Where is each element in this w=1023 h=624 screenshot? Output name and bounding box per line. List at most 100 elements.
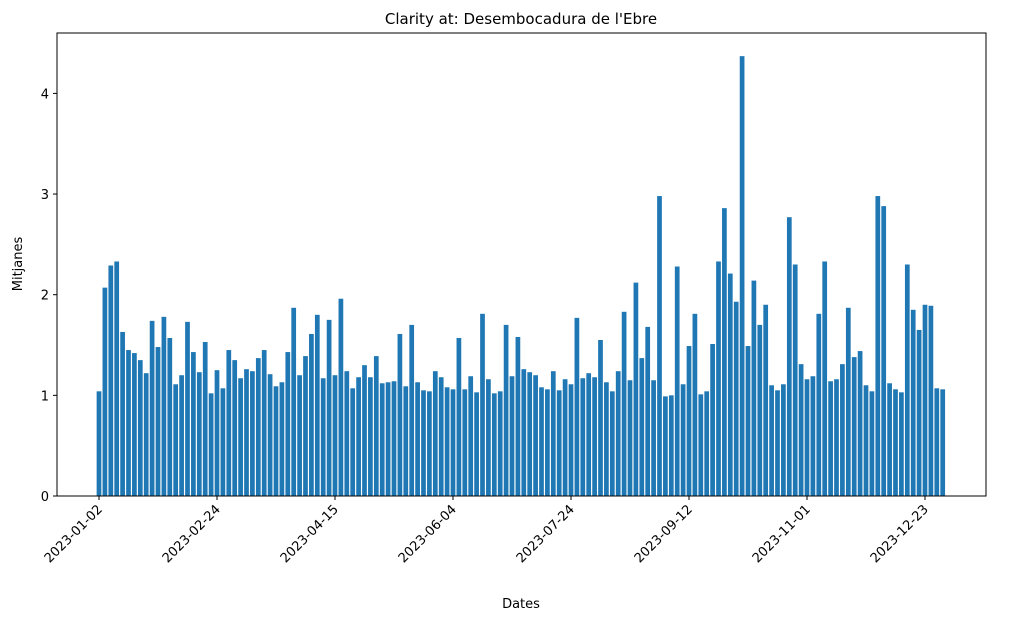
bar bbox=[338, 298, 344, 496]
bar bbox=[450, 389, 456, 496]
bar bbox=[137, 360, 143, 496]
bar bbox=[232, 360, 238, 496]
bar bbox=[934, 388, 940, 496]
bar bbox=[261, 350, 267, 496]
bar bbox=[486, 379, 491, 496]
bar bbox=[710, 344, 715, 496]
bar bbox=[769, 385, 774, 496]
bar bbox=[804, 379, 810, 496]
bar bbox=[739, 56, 745, 497]
bar bbox=[120, 331, 125, 496]
bar bbox=[562, 379, 568, 496]
plot-frame bbox=[56, 32, 987, 497]
bar bbox=[645, 326, 651, 496]
bar bbox=[255, 358, 261, 496]
bar bbox=[421, 390, 426, 496]
x-tick-label: 2023-12-23 bbox=[868, 502, 932, 566]
bar bbox=[586, 373, 592, 496]
bar bbox=[102, 287, 108, 496]
y-tick-label: 0 bbox=[41, 490, 49, 505]
bar bbox=[96, 391, 102, 496]
bar bbox=[432, 371, 438, 496]
bar bbox=[362, 365, 367, 496]
bar bbox=[267, 374, 273, 496]
bar bbox=[373, 356, 379, 496]
bar bbox=[910, 309, 916, 496]
bar bbox=[539, 387, 544, 496]
bar bbox=[391, 381, 397, 496]
bar bbox=[285, 352, 291, 496]
bar bbox=[580, 378, 586, 496]
bar bbox=[604, 382, 609, 496]
bar bbox=[727, 273, 733, 496]
bar bbox=[456, 337, 462, 496]
bar bbox=[273, 386, 279, 496]
bar bbox=[126, 350, 131, 496]
bar bbox=[781, 384, 786, 496]
bar bbox=[621, 311, 627, 496]
bar bbox=[468, 376, 474, 496]
bar bbox=[438, 377, 444, 496]
bar bbox=[745, 346, 751, 496]
bar bbox=[238, 378, 243, 496]
bar bbox=[863, 385, 869, 496]
bar bbox=[462, 389, 468, 496]
bar bbox=[480, 313, 485, 496]
bar bbox=[291, 307, 297, 496]
bar bbox=[556, 390, 562, 496]
bar bbox=[220, 388, 226, 496]
bar bbox=[899, 392, 904, 496]
bar bbox=[922, 304, 928, 496]
chart-title: Clarity at: Desembocadura de l'Ebre bbox=[385, 10, 657, 28]
bar bbox=[474, 392, 479, 496]
bar bbox=[568, 384, 574, 496]
x-tick-label: 2023-07-24 bbox=[514, 502, 578, 566]
bar bbox=[663, 396, 668, 496]
bar bbox=[356, 377, 361, 496]
bar bbox=[893, 389, 898, 496]
bar bbox=[698, 394, 704, 496]
bar bbox=[114, 261, 120, 496]
bar bbox=[297, 375, 302, 496]
bar bbox=[503, 324, 509, 496]
bar bbox=[657, 196, 662, 496]
bar bbox=[674, 266, 680, 496]
bar bbox=[751, 280, 757, 496]
bar bbox=[427, 391, 432, 496]
bar bbox=[816, 313, 822, 496]
bar bbox=[379, 383, 385, 496]
bar bbox=[350, 388, 356, 496]
bar bbox=[415, 382, 420, 496]
bar bbox=[397, 333, 403, 496]
bar bbox=[515, 336, 521, 496]
bar bbox=[309, 333, 314, 496]
x-tick-label: 2023-06-04 bbox=[396, 502, 460, 566]
bar bbox=[757, 324, 763, 496]
bar bbox=[904, 264, 910, 496]
bar bbox=[132, 353, 137, 496]
bar bbox=[775, 390, 780, 496]
bar bbox=[368, 377, 373, 496]
bar bbox=[822, 261, 828, 496]
y-tick-label: 1 bbox=[41, 389, 49, 404]
bar bbox=[716, 261, 721, 496]
bar bbox=[857, 351, 863, 496]
bar bbox=[615, 371, 621, 496]
bar bbox=[792, 264, 798, 496]
y-tick-label: 2 bbox=[41, 289, 49, 304]
bar bbox=[385, 382, 391, 496]
bar bbox=[155, 347, 161, 496]
x-axis-label: Dates bbox=[502, 597, 540, 612]
bar bbox=[869, 391, 875, 496]
bar bbox=[497, 391, 503, 496]
bar bbox=[627, 380, 633, 496]
bar bbox=[527, 372, 533, 496]
bar bbox=[149, 320, 155, 496]
bar bbox=[191, 352, 196, 496]
bar bbox=[173, 384, 179, 496]
bar bbox=[314, 314, 320, 496]
bar bbox=[226, 350, 232, 496]
bar bbox=[326, 319, 332, 496]
y-tick-label: 4 bbox=[41, 87, 49, 102]
